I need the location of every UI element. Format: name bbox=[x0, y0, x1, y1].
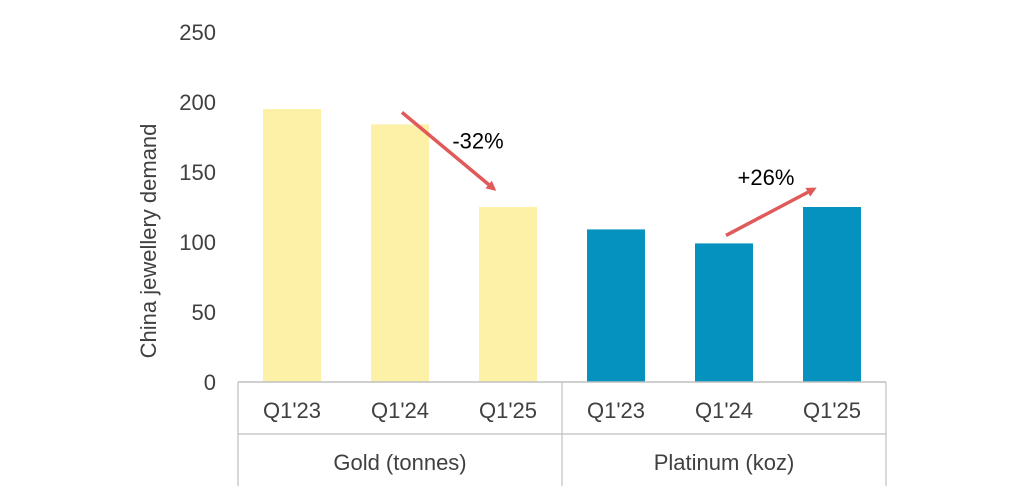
annotation-label: +26% bbox=[738, 165, 795, 190]
bar bbox=[371, 124, 429, 383]
axes-layer: China jewellery demand 0 50 100 150 200 250 Q1'… bbox=[136, 20, 887, 486]
bar bbox=[263, 109, 321, 382]
y-tick-label: 250 bbox=[179, 20, 216, 45]
annotation-label: -32% bbox=[452, 129, 503, 154]
x-tick-label: Q1'25 bbox=[479, 398, 537, 423]
y-axis-title: China jewellery demand bbox=[136, 124, 161, 359]
x-tick-label: Q1'25 bbox=[803, 398, 861, 423]
y-tick-label: 0 bbox=[204, 370, 216, 395]
y-tick-label: 200 bbox=[179, 90, 216, 115]
y-tick-label: 50 bbox=[192, 300, 216, 325]
x-tick-label: Q1'23 bbox=[587, 398, 645, 423]
annotations-layer: -32% +26% bbox=[400, 111, 817, 237]
bar bbox=[587, 229, 645, 382]
annotation-arrow bbox=[400, 111, 497, 191]
bar bbox=[695, 243, 753, 382]
group-label: Gold (tonnes) bbox=[333, 450, 466, 475]
annotation-arrow bbox=[725, 187, 817, 237]
x-tick-label: Q1'23 bbox=[263, 398, 321, 423]
group-label: Platinum (koz) bbox=[654, 450, 795, 475]
y-tick-label: 150 bbox=[179, 160, 216, 185]
bar bbox=[803, 207, 861, 382]
x-tick-label: Q1'24 bbox=[695, 398, 753, 423]
bar bbox=[479, 207, 537, 382]
bars-layer bbox=[263, 109, 861, 383]
x-tick-label: Q1'24 bbox=[371, 398, 429, 423]
y-tick-label: 100 bbox=[179, 230, 216, 255]
